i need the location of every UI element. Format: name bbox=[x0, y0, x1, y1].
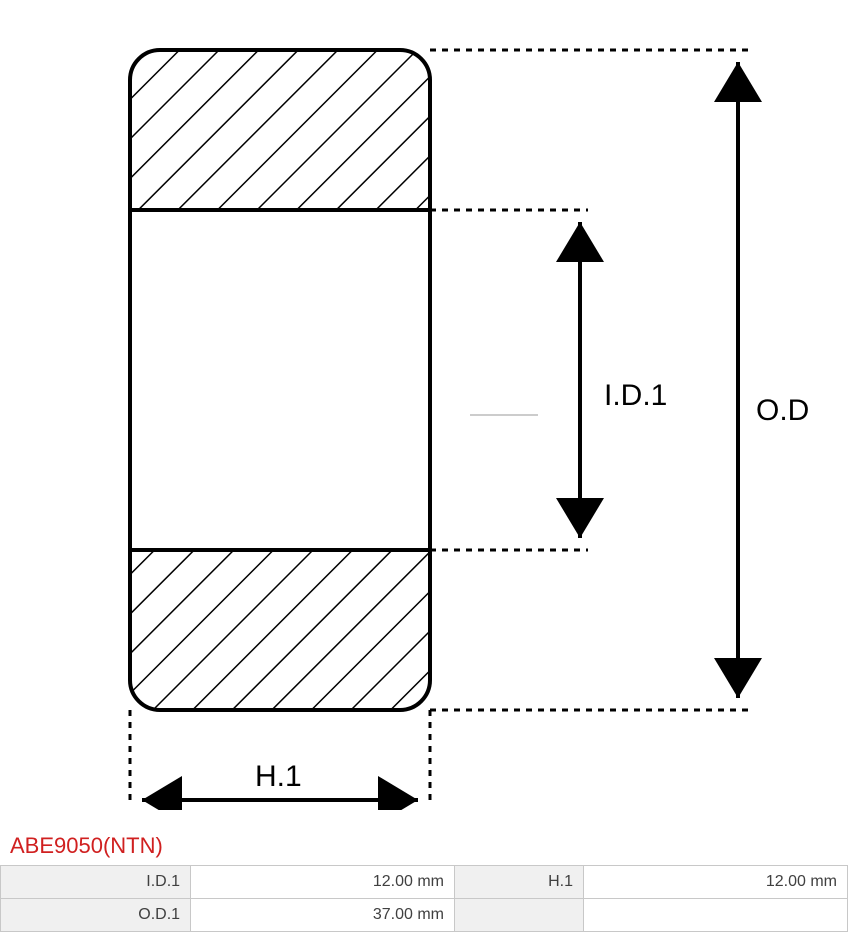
cell-empty-label bbox=[455, 899, 584, 932]
cell-h1-value: 12.00 mm bbox=[584, 866, 848, 899]
cell-od1-value: 37.00 mm bbox=[191, 899, 455, 932]
part-title: ABE9050(NTN) bbox=[0, 825, 848, 865]
label-h1: H.1 bbox=[255, 760, 302, 793]
spec-table: I.D.1 12.00 mm H.1 12.00 mm O.D.1 37.00 … bbox=[0, 865, 848, 932]
table-row: O.D.1 37.00 mm bbox=[1, 899, 848, 932]
cell-id1-label: I.D.1 bbox=[1, 866, 191, 899]
label-id1: I.D.1 bbox=[604, 379, 667, 412]
bearing-cross-section-diagram: I.D.1 O.D.1 H.1 bbox=[60, 10, 808, 810]
cell-empty-value bbox=[584, 899, 848, 932]
diagram-container: I.D.1 O.D.1 H.1 bbox=[0, 0, 848, 825]
table-row: I.D.1 12.00 mm H.1 12.00 mm bbox=[1, 866, 848, 899]
label-od1: O.D.1 bbox=[756, 394, 808, 427]
cell-od1-label: O.D.1 bbox=[1, 899, 191, 932]
cell-id1-value: 12.00 mm bbox=[191, 866, 455, 899]
cell-h1-label: H.1 bbox=[455, 866, 584, 899]
